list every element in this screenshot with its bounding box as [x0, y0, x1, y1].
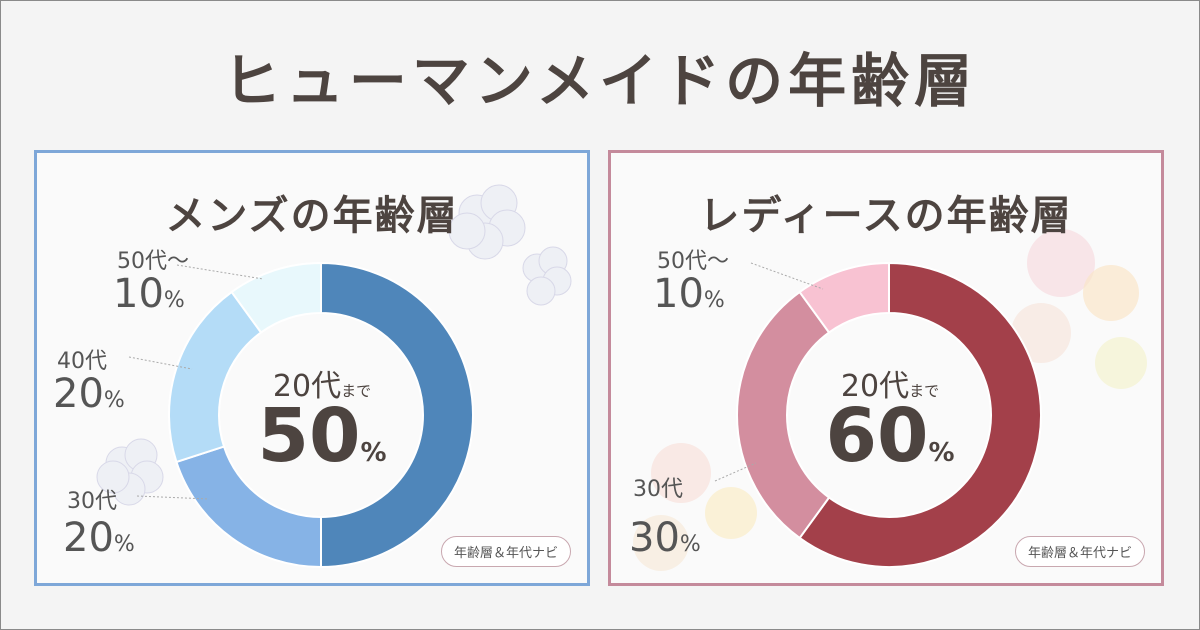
women-label-50s-pct: 10% — [653, 271, 725, 317]
women-center-label: 20代まで — [840, 369, 940, 404]
men-center-value: 50% — [257, 393, 387, 479]
men-label-30s-pct: 20% — [63, 515, 135, 561]
women-donut-slice-0 — [798, 261, 1042, 568]
men-label-40s-pct: 20% — [53, 371, 125, 417]
women-donut-slice-1 — [736, 290, 831, 540]
brand-badge: 年齢層＆年代ナビ — [440, 536, 571, 567]
men-donut-slice-0 — [320, 261, 474, 569]
women-center-value: 60% — [825, 393, 955, 479]
men-center-label: 20代まで — [272, 369, 372, 404]
women-heading: レディースの年齢層 — [699, 193, 1073, 239]
women-donut-chart — [736, 261, 1042, 568]
decorative-flower-icon — [633, 443, 757, 571]
men-leader-lines — [128, 264, 264, 500]
men-label-40s-age: 40代 — [57, 349, 107, 374]
men-donut-chart — [168, 261, 474, 569]
decorative-flower-icon — [448, 184, 572, 306]
women-label-30s-pct: 30% — [629, 515, 701, 561]
men-label-30s-age: 30代 — [67, 489, 117, 514]
page-title: ヒューマンメイドの年齢層 — [222, 47, 978, 115]
decorative-flower-icon — [96, 438, 164, 506]
women-label-50s-age: 50代～ — [657, 249, 729, 274]
men-label-50s-age: 50代～ — [117, 249, 189, 274]
men-label-50s-pct: 10% — [113, 271, 185, 317]
women-label-30s-age: 30代 — [633, 477, 683, 502]
women-panel: レディースの年齢層 20代まで 60% 50代～ 10% 30代 30% 年齢層… — [608, 150, 1164, 586]
women-leader-lines — [714, 262, 824, 482]
women-donut-slice-2 — [798, 261, 890, 334]
men-panel: メンズの年齢層 20代まで 50% 50代～ 10% 40代 20% 30代 2… — [34, 150, 590, 586]
brand-badge: 年齢層＆年代ナビ — [1014, 536, 1145, 567]
men-heading: メンズの年齢層 — [165, 193, 459, 239]
